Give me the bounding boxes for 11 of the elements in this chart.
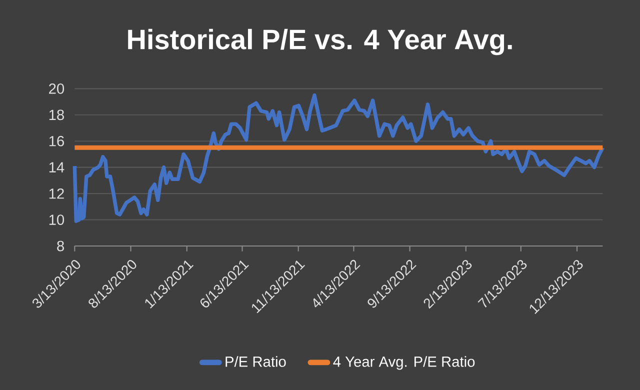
y-tick-label: 8 (57, 240, 64, 252)
line-series (72, 93, 605, 223)
legend-label: P/E Ratio (226, 356, 286, 367)
legend-label: 4 Year Avg. P/E Ratio (333, 356, 475, 370)
y-tick-label: 18 (49, 110, 64, 120)
y-tick-label: 14 (49, 162, 64, 172)
y-tick-label: 20 (49, 83, 64, 94)
y-tick-label: 10 (49, 214, 64, 225)
chart-title: Historical P/E vs. 4 Year Avg. (128, 28, 512, 56)
y-tick-label: 16 (49, 136, 64, 146)
y-tick-label: 12 (49, 188, 64, 199)
